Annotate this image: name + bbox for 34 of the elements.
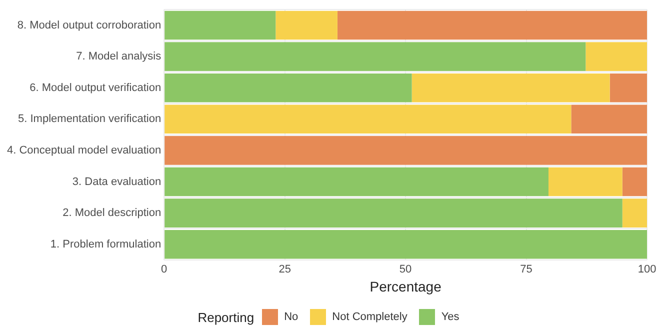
y-tick-label: 1. Problem formulation <box>50 238 162 250</box>
bar <box>164 73 412 102</box>
bar <box>164 42 586 71</box>
y-tick-label: 4. Conceptual model evaluation <box>6 144 162 156</box>
y-tick-label: 8. Model output corroboration <box>17 19 162 32</box>
y-tick-label: 7. Model analysis <box>76 50 162 63</box>
bar <box>548 167 622 196</box>
bar <box>622 167 647 196</box>
bar <box>412 73 610 102</box>
y-tick-label: 2. Model description <box>62 207 162 220</box>
bar <box>610 73 647 102</box>
y-tick-label: 6. Model output verification <box>30 82 162 94</box>
bar <box>276 10 338 40</box>
bar <box>586 42 647 71</box>
bar <box>164 198 622 228</box>
x-axis-title: Percentage <box>370 278 442 294</box>
bar <box>164 167 548 196</box>
legend-label: No <box>284 311 298 323</box>
y-tick-label: 5. Implementation verification <box>18 113 162 126</box>
x-tick-label: 100 <box>638 264 656 276</box>
x-tick-label: 75 <box>520 264 532 276</box>
x-tick-label: 0 <box>161 264 168 276</box>
legend-label: Not Completely <box>332 311 408 323</box>
bar <box>164 104 572 134</box>
bar <box>337 10 647 40</box>
bar <box>622 198 647 228</box>
x-tick-label: 25 <box>278 264 291 276</box>
bar <box>164 136 647 165</box>
x-tick-label: 50 <box>399 264 412 276</box>
bar <box>164 10 276 40</box>
legend-title: Reporting <box>198 310 254 324</box>
legend-label: Yes <box>441 311 460 323</box>
bar <box>571 104 647 134</box>
y-tick-label: 3. Data evaluation <box>72 176 162 188</box>
